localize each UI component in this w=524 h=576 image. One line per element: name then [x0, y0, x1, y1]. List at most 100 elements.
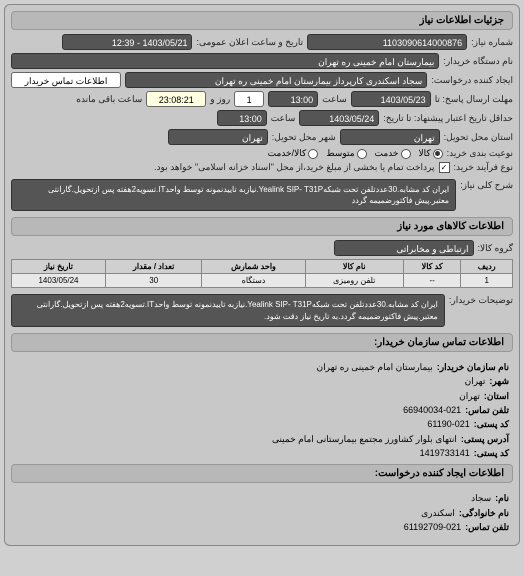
item-group-value: ارتباطی و مخابراتی	[334, 240, 474, 256]
panel-title: جزئیات اطلاعات نیاز	[11, 11, 513, 30]
radio-label-1: خدمت	[375, 148, 399, 159]
table-row: 1 -- تلفن رومیزی دستگاه 30 1403/05/24	[12, 274, 513, 288]
request-number-label: شماره نیاز:	[471, 37, 513, 48]
payment-checkbox[interactable]	[439, 162, 450, 173]
requester-phone-value: 61192709-021	[404, 520, 461, 534]
td-date: 1403/05/24	[12, 274, 106, 288]
radio-option-0[interactable]: کالا	[419, 148, 443, 159]
delivery-city-label: شهر محل تحویل:	[272, 132, 336, 143]
contact-reg-value: 1419733141	[420, 446, 470, 460]
td-qty: 30	[105, 274, 201, 288]
th-date: تاریخ نیاز	[12, 260, 106, 274]
requester-lastname-row: نام خانوادگی: اسکندری	[15, 506, 509, 520]
contact-postal-label: کد پستی:	[474, 417, 509, 431]
td-name: تلفن رومیزی	[305, 274, 403, 288]
payment-note-row: نوع فرآیند خرید: پرداخت تمام یا بخشی از …	[11, 162, 513, 173]
radio-circle-icon	[401, 149, 411, 159]
contact-phone-row: تلفن تماس: 66940034-021	[15, 403, 509, 417]
items-section-header: اطلاعات کالاهای مورد نیاز	[11, 217, 513, 236]
requester-row: ایجاد کننده درخواست: سجاد اسکندری کارپرد…	[11, 72, 513, 88]
contact-reg-row: کد پستی: 1419733141	[15, 446, 509, 460]
th-qty: تعداد / مقدار	[105, 260, 201, 274]
requester-contact-details: نام: سجاد نام خانوادگی: اسکندری تلفن تما…	[11, 487, 513, 538]
contact-org-row: نام سازمان خریدار: بیمارستان امام خمینی …	[15, 360, 509, 374]
buyer-org-value: بیمارستان امام خمینی ره تهران	[11, 53, 439, 69]
th-name: نام کالا	[305, 260, 403, 274]
radio-option-3[interactable]: کالا/خدمت	[268, 148, 319, 159]
items-table: ردیف کد کالا نام کالا واحد شمارش تعداد /…	[11, 259, 513, 288]
item-group-row: گروه کالا: ارتباطی و مخابراتی	[11, 240, 513, 256]
deadline-label: مهلت ارسال پاسخ: تا	[435, 94, 513, 105]
main-panel: جزئیات اطلاعات نیاز شماره نیاز: 11030906…	[4, 4, 520, 546]
general-desc-label: شرح کلی نیاز:	[460, 176, 513, 191]
validity-time-label: ساعت	[271, 113, 296, 124]
requester-value: سجاد اسکندری کارپرداز بیمارستان امام خمی…	[125, 72, 427, 88]
purchase-type-radios: کالا خدمت متوسط کالا/خدمت	[268, 148, 443, 159]
item-group-label: گروه کالا:	[478, 243, 513, 254]
request-number-row: شماره نیاز: 1103090614000876 تاریخ و ساع…	[11, 34, 513, 50]
contact-org-value: بیمارستان امام خمینی ره تهران	[317, 360, 433, 374]
requester-lastname-value: اسکندری	[421, 506, 455, 520]
table-header-row: ردیف کد کالا نام کالا واحد شمارش تعداد /…	[12, 260, 513, 274]
payment-note-text: پرداخت تمام یا بخشی از مبلغ خرید،از محل …	[154, 162, 434, 173]
td-index: 1	[461, 274, 513, 288]
radio-circle-icon	[433, 149, 443, 159]
requester-firstname-row: نام: سجاد	[15, 491, 509, 505]
requester-firstname-label: نام:	[495, 491, 509, 505]
radio-circle-icon	[308, 149, 318, 159]
deadline-days-label: روز و	[210, 94, 230, 105]
contact-city-value: تهران	[465, 374, 486, 388]
td-unit: دستگاه	[202, 274, 305, 288]
radio-option-2[interactable]: متوسط	[326, 148, 366, 159]
contact-org-label: نام سازمان خریدار:	[437, 360, 509, 374]
contact-city-label: شهر:	[489, 374, 509, 388]
buyer-notes-row: توضیحات خریدار: ایران کد مشابه.30عددتلفن…	[11, 291, 513, 329]
radio-option-1[interactable]: خدمت	[375, 148, 411, 159]
delivery-province-label: استان محل تحویل:	[444, 132, 513, 143]
announce-date-label: تاریخ و ساعت اعلان عمومی:	[196, 37, 303, 48]
contact-province-row: استان: تهران	[15, 389, 509, 403]
deadline-remain-label: ساعت باقی مانده	[76, 94, 142, 105]
deadline-time: 13:00	[268, 91, 318, 107]
contact-phone-value: 66940034-021	[403, 403, 461, 417]
radio-circle-icon	[357, 149, 367, 159]
contact-province-value: تهران	[459, 389, 480, 403]
radio-label-0: کالا	[419, 148, 431, 159]
contact-phone-label: تلفن تماس:	[465, 403, 509, 417]
general-desc-text: ایران کد مشابه.30عددتلفن تحت شبکهYealink…	[11, 179, 456, 211]
contact-address-label: آدرس پستی:	[461, 432, 509, 446]
contact-postal-value: 61190-021	[427, 417, 469, 431]
payment-note-label: نوع فرآیند خرید:	[454, 162, 514, 173]
request-number-value: 1103090614000876	[307, 34, 467, 50]
buyer-contact-button[interactable]: اطلاعات تماس خریدار	[11, 72, 121, 88]
delivery-province-value: تهران	[340, 129, 440, 145]
radio-label-3: کالا/خدمت	[268, 148, 307, 159]
td-code: --	[403, 274, 461, 288]
purchase-type-row: نوعیت بندی خرید: کالا خدمت متوسط کالا/خد…	[11, 148, 513, 159]
deadline-hours: 23:08:21	[146, 91, 206, 107]
requester-label: ایجاد کننده درخواست:	[431, 75, 513, 86]
validity-row: حداقل تاریخ اعتبار پیشنهاد: تا تاریخ: 14…	[11, 110, 513, 126]
contact-address-row: آدرس پستی: انتهای بلوار کشاورز مجتمع بیم…	[15, 432, 509, 446]
radio-label-2: متوسط	[326, 148, 354, 159]
delivery-location-row: استان محل تحویل: تهران شهر محل تحویل: ته…	[11, 129, 513, 145]
buyer-notes-label: توضیحات خریدار:	[449, 291, 513, 306]
requester-firstname-value: سجاد	[471, 491, 491, 505]
contact-address-value: انتهای بلوار کشاورز مجتمع بیمارستانی اما…	[272, 432, 457, 446]
requester-phone-label: تلفن تماس:	[465, 520, 509, 534]
contact-postal-row: کد پستی: 61190-021	[15, 417, 509, 431]
th-index: ردیف	[461, 260, 513, 274]
deadline-row: مهلت ارسال پاسخ: تا 1403/05/23 ساعت 13:0…	[11, 91, 513, 107]
general-desc-row: شرح کلی نیاز: ایران کد مشابه.30عددتلفن ت…	[11, 176, 513, 214]
requester-phone-row: تلفن تماس: 61192709-021	[15, 520, 509, 534]
buyer-org-label: نام دستگاه خریدار:	[443, 56, 513, 67]
contact-reg-label: کد پستی:	[474, 446, 509, 460]
announce-date-value: 1403/05/21 - 12:39	[62, 34, 192, 50]
validity-label: حداقل تاریخ اعتبار پیشنهاد: تا تاریخ:	[383, 113, 513, 124]
buyer-org-row: نام دستگاه خریدار: بیمارستان امام خمینی …	[11, 53, 513, 69]
contact-details: نام سازمان خریدار: بیمارستان امام خمینی …	[11, 356, 513, 465]
contact-city-row: شهر: تهران	[15, 374, 509, 388]
requester-contact-header: اطلاعات ایجاد کننده درخواست:	[11, 464, 513, 483]
deadline-date: 1403/05/23	[351, 91, 431, 107]
buyer-notes-text: ایران کد مشابه.30عددتلفن تحت شبکهYealink…	[11, 294, 445, 326]
